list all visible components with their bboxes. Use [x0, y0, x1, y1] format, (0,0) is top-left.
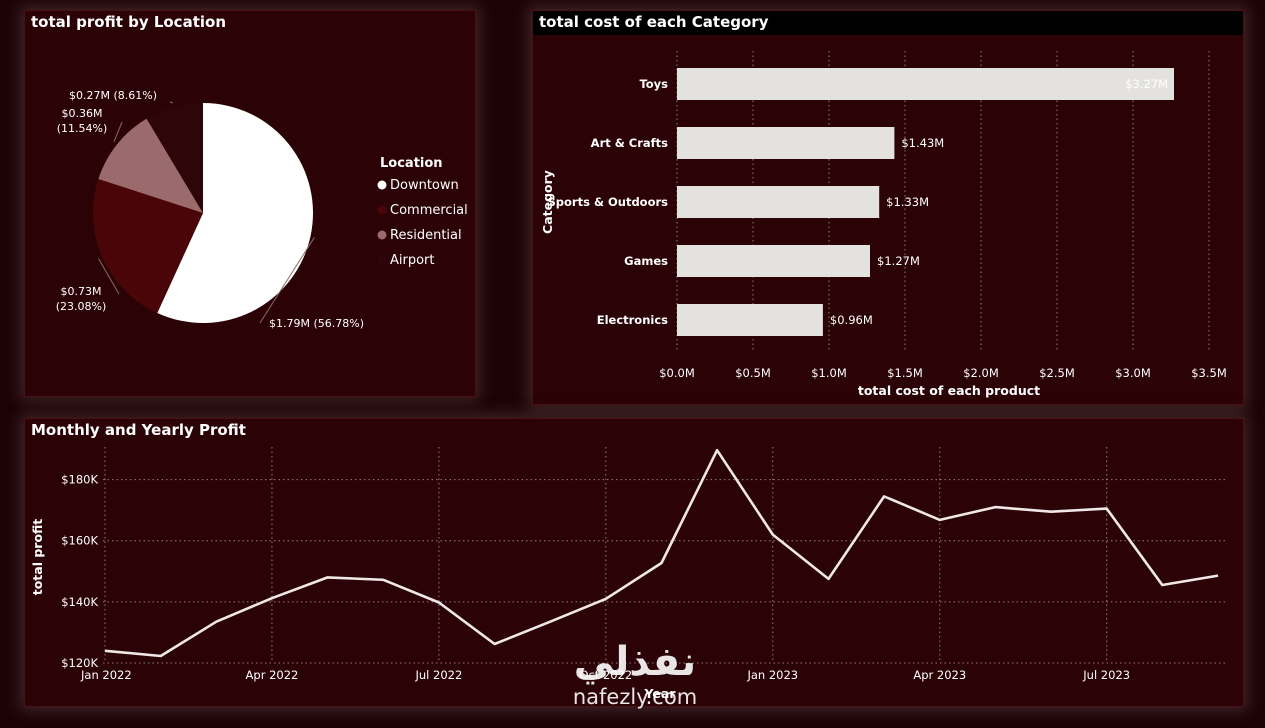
x-tick-label: Jan 2022	[80, 668, 132, 682]
watermark-logo: نفذلي nafezly.com	[540, 640, 730, 728]
bar	[677, 186, 880, 218]
pie-leader-line	[169, 101, 173, 104]
legend-item-downtown: Downtown	[390, 178, 459, 193]
x-tick-label: $2.0M	[963, 366, 999, 380]
bar	[677, 127, 895, 159]
y-axis-title: total profit	[30, 519, 45, 596]
pie-data-label: $0.73M (23.08%)	[56, 285, 107, 313]
bar	[677, 304, 823, 336]
bar-chart-title-strip	[533, 11, 1243, 35]
x-tick-label: Apr 2022	[246, 668, 299, 682]
bar-chart-title: total cost of each Category	[539, 13, 769, 31]
bar-data-label: $3.27M	[1125, 77, 1168, 91]
category-label: Toys	[639, 77, 668, 91]
line-chart: $120K $140K $160K $180K Jan 2022 Apr 2022 Jul …	[30, 447, 1226, 701]
pie-chart: $1.79M (56.78%) $0.73M (23.08%) $0.36M (11.5…	[56, 89, 468, 330]
x-axis-title: Year	[644, 686, 677, 701]
line-chart-panel: Monthly and Yearly Profit $120K $140K $160…	[24, 418, 1244, 707]
x-tick-label: Apr 2023	[913, 668, 966, 682]
x-tick-label: $3.0M	[1115, 366, 1151, 380]
category-label: Sports & Outdoors	[548, 195, 669, 209]
x-tick-label: $0.0M	[659, 366, 695, 380]
y-tick-label: $160K	[61, 534, 98, 548]
bar	[677, 245, 870, 277]
profit-line	[104, 448, 1219, 658]
watermark-arabic-text: نفذلي	[573, 639, 697, 685]
x-tick-label: Jan 2023	[746, 668, 798, 682]
legend-item-commercial: Commercial	[390, 203, 468, 218]
legend-marker-downtown	[377, 180, 387, 190]
pie-chart-title: total profit by Location	[31, 13, 226, 31]
legend-marker-airport	[377, 255, 387, 265]
legend-marker-residential	[377, 230, 387, 240]
legend-title: Location	[380, 156, 443, 171]
pie-slice-residential	[98, 118, 203, 213]
pie-data-label: $0.27M (8.61%)	[69, 89, 157, 102]
legend-item-airport: Airport	[390, 253, 435, 268]
pie-leader-line	[259, 237, 315, 324]
bar-data-label: $1.33M	[886, 195, 929, 209]
legend-item-residential: Residential	[390, 228, 462, 243]
y-tick-label: $180K	[61, 473, 98, 487]
pie-leader-line	[113, 121, 123, 143]
bar-chart-panel: total cost of each Category $0.0M $0.5M $1…	[532, 10, 1244, 405]
y-tick-label: $140K	[61, 595, 98, 609]
x-tick-label: $1.5M	[887, 366, 923, 380]
pie-slice-commercial	[92, 179, 203, 314]
bar-data-label: $1.27M	[877, 254, 920, 268]
x-tick-label: $3.5M	[1191, 366, 1227, 380]
x-tick-label: $1.0M	[811, 366, 847, 380]
x-axis-title: total cost of each product	[858, 383, 1040, 398]
x-tick-label: $2.5M	[1039, 366, 1075, 380]
category-label: Art & Crafts	[591, 136, 668, 150]
x-tick-label: Jul 2023	[1082, 668, 1130, 682]
category-label: Electronics	[597, 313, 668, 327]
pie-leader-line	[98, 258, 120, 295]
pie-slice-airport	[146, 103, 203, 213]
x-tick-label: Oct 2022	[579, 668, 632, 682]
pie-slice-downtown	[157, 103, 313, 323]
bar-chart: $0.0M $0.5M $1.0M $1.5M $2.0M $2.5M $3.0M $3.5M…	[540, 51, 1227, 398]
watermark-latin-text: nafezly.com	[572, 685, 698, 709]
category-label: Games	[624, 254, 668, 268]
y-tick-label: $120K	[61, 656, 98, 670]
x-tick-label: $0.5M	[735, 366, 771, 380]
bar	[677, 68, 1174, 100]
y-axis-title: Category	[540, 170, 555, 234]
pie-data-label: $0.36M (11.54%)	[57, 107, 108, 135]
line-chart-title: Monthly and Yearly Profit	[31, 421, 246, 439]
x-tick-label: Jul 2022	[414, 668, 462, 682]
bar-data-label: $1.43M	[901, 136, 944, 150]
pie-data-label: $1.79M (56.78%)	[269, 317, 364, 330]
legend-marker-commercial	[377, 205, 387, 215]
pie-chart-panel: total profit by Location $1.79M (56.78%)…	[24, 10, 476, 397]
bar-data-label: $0.96M	[830, 313, 873, 327]
